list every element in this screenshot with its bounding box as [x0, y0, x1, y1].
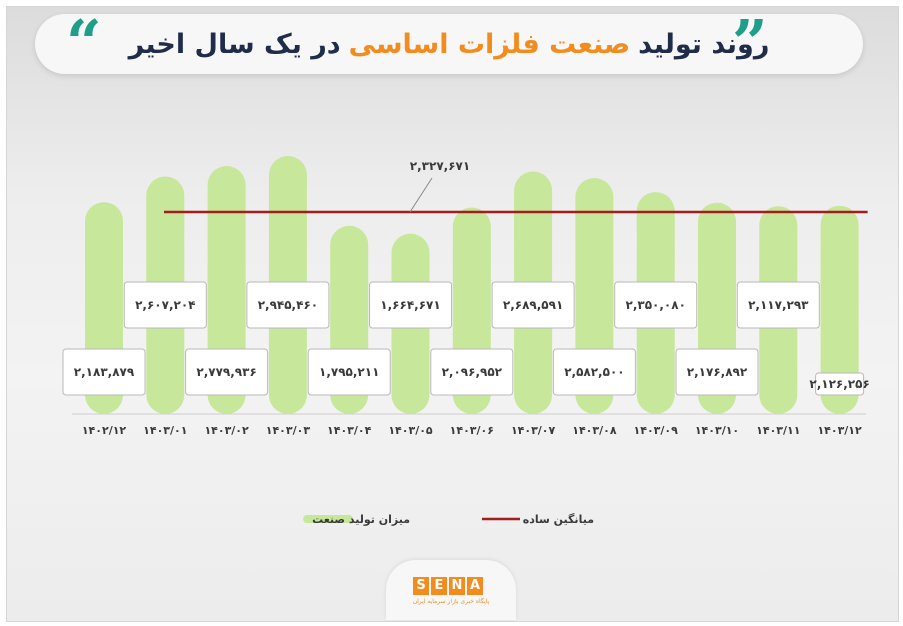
value-label-box	[491, 281, 575, 329]
x-tick-label: ۱۴۰۳/۱۲	[817, 424, 862, 437]
x-tick-label: ۱۴۰۳/۱۱	[756, 424, 800, 437]
value-label: ۲,۳۵۰,۰۸۰	[626, 298, 686, 312]
title-part-1: روند تولید	[638, 28, 770, 60]
sena-logo: S E N A	[413, 577, 483, 595]
x-tick-label: ۱۴۰۳/۰۸	[572, 424, 617, 437]
value-label-box	[123, 281, 207, 329]
x-tick-label: ۱۴۰۳/۱۰	[695, 424, 739, 437]
logo-letter: A	[467, 577, 483, 595]
x-tick-label: ۱۴۰۳/۰۵	[388, 424, 433, 437]
chart-title: روند تولید صنعت فلزات اساسی در یک سال اخ…	[35, 14, 863, 74]
x-tick-label: ۱۴۰۳/۰۴	[327, 424, 372, 437]
title-accent: صنعت فلزات اساسی	[348, 28, 631, 60]
x-tick-label: ۱۴۰۳/۰۳	[266, 424, 311, 437]
x-tick-label: ۱۴۰۲/۱۲	[82, 424, 127, 437]
value-label-box	[614, 281, 698, 329]
value-label: ۲,۶۰۷,۲۰۴	[135, 298, 195, 312]
title-part-2: در یک سال اخیر	[128, 28, 341, 60]
value-label: ۲,۰۹۶,۹۵۲	[442, 365, 503, 379]
value-label: ۲,۵۸۲,۵۰۰	[564, 365, 624, 379]
logo-letter: N	[449, 577, 465, 595]
x-tick-label: ۱۴۰۳/۰۶	[450, 424, 494, 437]
x-tick-label: ۱۴۰۳/۰۱	[143, 424, 187, 437]
value-label-box	[552, 348, 636, 396]
value-label-box	[736, 281, 820, 329]
bar	[820, 205, 859, 414]
logo-letter: S	[413, 577, 429, 595]
value-label-box	[369, 281, 452, 329]
value-label: ۲,۷۷۹,۹۳۶	[196, 365, 256, 379]
average-label: ۲,۳۲۷,۶۷۱	[410, 159, 470, 173]
value-label-box	[62, 348, 146, 396]
value-label: ۲,۱۷۶,۸۹۲	[687, 365, 748, 379]
value-label-box	[815, 372, 865, 396]
value-label: ۲,۶۸۹,۵۹۱	[503, 298, 563, 312]
title-banner: روند تولید صنعت فلزات اساسی در یک سال اخ…	[35, 14, 863, 74]
x-tick-label: ۱۴۰۳/۰۹	[634, 424, 679, 437]
quote-open-icon: “	[66, 6, 102, 79]
value-label-box	[307, 348, 391, 396]
logo-letter: E	[431, 577, 447, 595]
value-label: ۲,۱۸۳,۸۷۹	[74, 365, 135, 379]
value-label: ۲,۱۱۷,۲۹۳	[748, 298, 809, 312]
value-label: ۱,۷۹۵,۲۱۱	[319, 365, 379, 379]
x-tick-label: ۱۴۰۳/۰۲	[204, 424, 249, 437]
value-label: ۲,۱۲۶,۲۵۶	[809, 377, 869, 391]
value-label: ۲,۹۴۵,۴۶۰	[258, 298, 318, 312]
value-label-box	[675, 348, 759, 396]
value-label-box	[185, 348, 269, 396]
legend-label-average: میانگین ساده	[523, 513, 594, 526]
value-label-box	[430, 348, 514, 396]
value-label-box	[246, 281, 330, 329]
quote-close-icon: ”	[732, 6, 768, 79]
logo-subtitle: پایگاه خبری بازار سرمایه ایران	[412, 598, 490, 605]
x-tick-label: ۱۴۰۳/۰۷	[511, 424, 556, 437]
average-leader	[409, 177, 433, 213]
legend-swatch-production	[303, 515, 353, 523]
value-label: ۱,۶۶۴,۶۷۱	[380, 298, 440, 312]
legend-label-production: میزان تولید صنعت	[312, 513, 410, 526]
